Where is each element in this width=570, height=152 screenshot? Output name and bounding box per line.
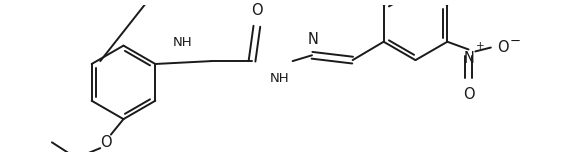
Text: O: O — [100, 135, 112, 150]
Text: NH: NH — [173, 36, 192, 50]
Text: O: O — [251, 3, 263, 18]
Text: −: − — [509, 35, 520, 48]
Text: NH: NH — [269, 72, 289, 85]
Text: +: + — [477, 41, 485, 51]
Text: O: O — [463, 87, 474, 102]
Text: N: N — [308, 32, 319, 47]
Text: O: O — [498, 40, 509, 55]
Text: N: N — [463, 51, 474, 66]
